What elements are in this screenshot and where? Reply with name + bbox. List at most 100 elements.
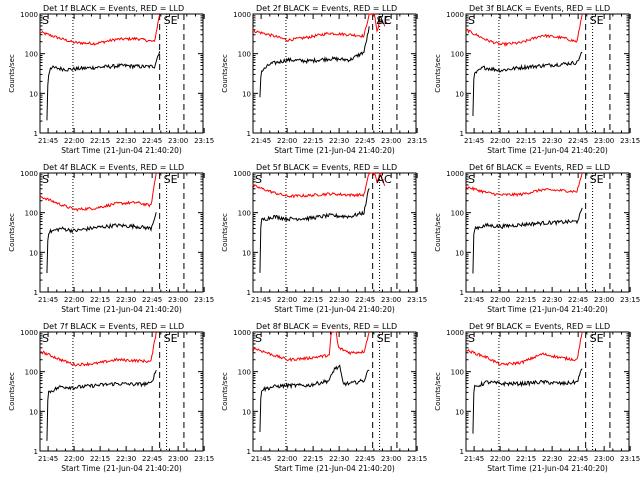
y-tick-label: 10	[242, 90, 251, 98]
lld-series	[465, 14, 583, 48]
y-tick-label: 1	[34, 448, 38, 456]
panel-det-7f: Det 7f BLACK = Events, RED = LLD 1 10 100 10…	[8, 322, 214, 473]
x-axis-title-start: (21-Jun-04 21:40:20)	[103, 464, 182, 473]
x-axis-title: Start Time (21-Jun-04 21:40:20)	[274, 305, 395, 314]
y-tick-label: 100	[25, 210, 38, 218]
x-tick-label: 23:15	[407, 137, 427, 145]
panel-title: Det 5f BLACK = Events, RED = LLD	[256, 163, 397, 172]
panel-det-9f: Det 9f BLACK = Events, RED = LLD 1 10 100 10…	[434, 322, 640, 473]
x-tick-label: 22:15	[516, 137, 536, 145]
panel-det-8f: Det 8f BLACK = Events, RED = LLD 1 10 100 10…	[221, 322, 427, 473]
panel-det-5f: Det 5f BLACK = Events, RED = LLD 1 10 100 10…	[221, 163, 427, 314]
x-axis-title-prefix: Start Time	[61, 464, 100, 473]
y-tick-label: 1000	[233, 11, 251, 19]
y-tick-label: 10	[455, 249, 464, 257]
y-axis-title: Counts/sec	[221, 54, 229, 93]
events-series	[46, 212, 157, 274]
plot-frame	[252, 331, 417, 452]
marker-label-S: S	[42, 14, 49, 27]
x-tick-label: 22:30	[542, 137, 562, 145]
y-axis-title: Counts/sec	[434, 372, 442, 411]
x-axis-title: Start Time (21-Jun-04 21:40:20)	[274, 464, 395, 473]
x-tick-label: 21:45	[464, 296, 484, 304]
lld-series	[465, 331, 583, 367]
plot-frame	[39, 172, 204, 293]
lld-series	[252, 331, 370, 363]
y-axis-title: Counts/sec	[8, 213, 16, 252]
y-tick-label: 1	[460, 289, 464, 297]
lld-series	[252, 13, 386, 42]
x-tick-label: 21:45	[251, 137, 271, 145]
marker-label-SE: SE	[164, 173, 178, 186]
y-tick-label: 10	[242, 408, 251, 416]
marker-label-S: S	[255, 173, 262, 186]
x-axis-title: Start Time (21-Jun-04 21:40:20)	[487, 305, 608, 314]
x-axis-title-start: (21-Jun-04 21:40:20)	[529, 464, 608, 473]
y-axis-title: Counts/sec	[221, 372, 229, 411]
panel-det-1f: Det 1f BLACK = Events, RED = LLD 1 10 100 10…	[8, 4, 214, 155]
panel-det-6f: Det 6f BLACK = Events, RED = LLD 1 10 100 10…	[434, 163, 640, 314]
x-tick-label: 22:15	[90, 296, 110, 304]
x-axis-title: Start Time (21-Jun-04 21:40:20)	[487, 464, 608, 473]
x-tick-label: 23:00	[381, 137, 401, 145]
events-series	[46, 369, 157, 441]
panel-det-4f: Det 4f BLACK = Events, RED = LLD 1 10 100 10…	[8, 163, 214, 314]
x-axis-title: Start Time (21-Jun-04 21:40:20)	[274, 146, 395, 155]
events-series	[259, 364, 370, 433]
marker-label-S: S	[468, 332, 475, 345]
y-tick-label: 1000	[446, 170, 464, 178]
x-tick-label: 23:15	[620, 455, 640, 463]
x-tick-label: 22:15	[303, 455, 323, 463]
x-tick-label: 22:30	[116, 455, 136, 463]
y-tick-label: 100	[25, 51, 38, 59]
x-tick-label: 23:00	[168, 455, 188, 463]
marker-label-S: S	[255, 332, 262, 345]
x-axis-title-prefix: Start Time	[487, 305, 526, 314]
y-tick-label: 1000	[20, 329, 38, 337]
marker-label-SE: SE	[590, 173, 604, 186]
x-tick-label: 21:45	[38, 296, 58, 304]
x-tick-label: 23:00	[381, 455, 401, 463]
events-series	[472, 207, 583, 274]
y-tick-label: 1000	[446, 11, 464, 19]
panel-title: Det 7f BLACK = Events, RED = LLD	[43, 322, 184, 331]
x-tick-label: 21:45	[251, 296, 271, 304]
x-tick-label: 22:00	[64, 137, 84, 145]
x-tick-label: 22:30	[542, 296, 562, 304]
x-tick-label: 23:00	[594, 296, 614, 304]
x-tick-label: 23:00	[168, 137, 188, 145]
x-tick-label: 22:15	[516, 455, 536, 463]
x-axis-title-start: (21-Jun-04 21:40:20)	[316, 464, 395, 473]
x-tick-label: 22:00	[277, 137, 297, 145]
x-axis-title: Start Time (21-Jun-04 21:40:20)	[61, 146, 182, 155]
y-tick-label: 100	[451, 51, 464, 59]
y-tick-label: 10	[455, 90, 464, 98]
x-axis-title-prefix: Start Time	[487, 464, 526, 473]
y-tick-label: 10	[29, 249, 38, 257]
x-tick-label: 22:30	[116, 296, 136, 304]
x-axis-title: Start Time (21-Jun-04 21:40:20)	[61, 464, 182, 473]
y-tick-label: 100	[451, 369, 464, 377]
y-tick-label: 10	[242, 249, 251, 257]
panel-title: Det 6f BLACK = Events, RED = LLD	[469, 163, 610, 172]
x-tick-label: 23:00	[594, 137, 614, 145]
marker-label-AC: AC	[377, 14, 392, 27]
y-tick-label: 1	[34, 289, 38, 297]
x-tick-label: 22:00	[490, 137, 510, 145]
y-tick-label: 10	[29, 90, 38, 98]
plot-frame	[252, 13, 417, 134]
plot-frame	[252, 172, 417, 293]
y-tick-label: 100	[238, 51, 251, 59]
x-tick-label: 23:15	[194, 296, 214, 304]
x-tick-label: 23:00	[381, 296, 401, 304]
y-axis-title: Counts/sec	[8, 54, 16, 93]
x-tick-label: 22:00	[64, 296, 84, 304]
panel-title: Det 9f BLACK = Events, RED = LLD	[469, 322, 610, 331]
y-tick-label: 1	[460, 448, 464, 456]
x-tick-label: 22:30	[542, 455, 562, 463]
events-series	[259, 26, 370, 98]
marker-label-S: S	[42, 332, 49, 345]
x-tick-label: 21:45	[464, 137, 484, 145]
panel-det-3f: Det 3f BLACK = Events, RED = LLD 1 10 100 10…	[434, 4, 640, 155]
